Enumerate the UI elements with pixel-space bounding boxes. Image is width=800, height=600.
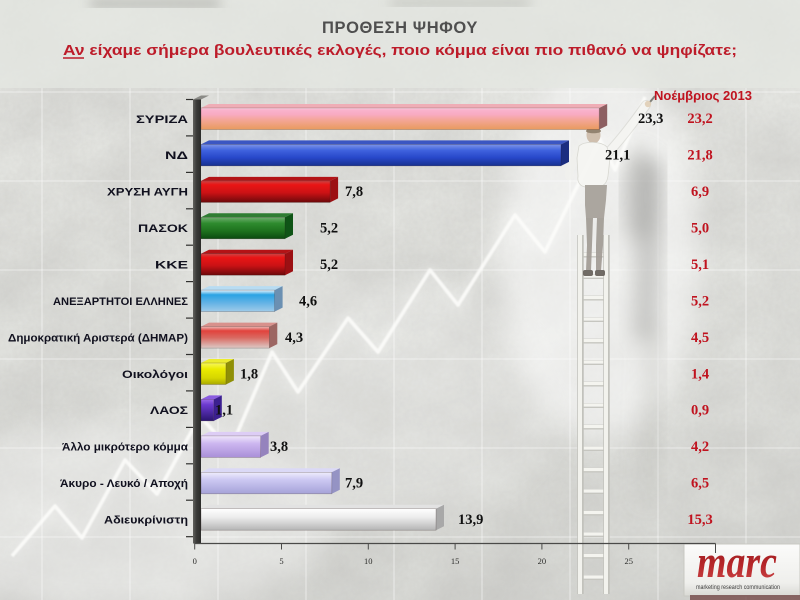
- svg-text:23,3: 23,3: [638, 111, 663, 127]
- svg-text:4,6: 4,6: [299, 293, 317, 309]
- svg-text:ΝΔ: ΝΔ: [165, 150, 188, 162]
- svg-text:4,3: 4,3: [285, 330, 303, 346]
- svg-text:1,1: 1,1: [215, 403, 233, 419]
- svg-text:Αν είχαμε σήμερα βουλευτικές ε: Αν είχαμε σήμερα βουλευτικές εκλογές, πο…: [63, 42, 737, 59]
- svg-text:15: 15: [451, 556, 460, 566]
- svg-text:Νοέμβριος 2013: Νοέμβριος 2013: [654, 88, 752, 103]
- svg-text:ΠΡΟΘΕΣΗ ΨΗΦΟΥ: ΠΡΟΘΕΣΗ ΨΗΦΟΥ: [322, 19, 478, 37]
- svg-text:4,5: 4,5: [691, 330, 709, 346]
- svg-text:5: 5: [279, 556, 283, 566]
- svg-text:Άκυρο - Λευκό / Αποχή: Άκυρο - Λευκό / Αποχή: [60, 478, 188, 490]
- svg-text:Οικολόγοι: Οικολόγοι: [122, 369, 188, 381]
- svg-text:marketing research communicati: marketing research communication: [696, 584, 780, 591]
- svg-text:20: 20: [538, 556, 547, 566]
- svg-text:5,0: 5,0: [691, 221, 709, 237]
- svg-text:5,1: 5,1: [691, 257, 709, 273]
- svg-text:ΚΚΕ: ΚΚΕ: [155, 260, 188, 272]
- svg-text:Άλλο μικρότερο κόμμα: Άλλο μικρότερο κόμμα: [62, 442, 188, 454]
- svg-text:0: 0: [193, 556, 197, 566]
- svg-text:6,5: 6,5: [691, 476, 709, 492]
- svg-text:10: 10: [364, 556, 373, 566]
- svg-text:3,8: 3,8: [270, 439, 288, 455]
- svg-text:7,8: 7,8: [345, 184, 363, 200]
- svg-text:ΛΑΟΣ: ΛΑΟΣ: [150, 405, 188, 417]
- svg-text:13,9: 13,9: [458, 512, 483, 528]
- svg-text:5,2: 5,2: [691, 293, 709, 309]
- svg-text:ΠΑΣΟΚ: ΠΑΣΟΚ: [138, 223, 188, 235]
- svg-text:0,9: 0,9: [691, 403, 709, 419]
- svg-text:4,2: 4,2: [691, 439, 709, 455]
- svg-text:25: 25: [624, 556, 633, 566]
- svg-text:15,3: 15,3: [687, 512, 712, 528]
- svg-text:ΣΥΡΙΖΑ: ΣΥΡΙΖΑ: [136, 114, 188, 126]
- svg-text:1,4: 1,4: [691, 366, 709, 382]
- svg-text:21,8: 21,8: [687, 148, 712, 164]
- svg-text:6,9: 6,9: [691, 184, 709, 200]
- svg-text:Δημοκρατική Αριστερά (ΔΗΜΑΡ): Δημοκρατική Αριστερά (ΔΗΜΑΡ): [8, 332, 188, 344]
- svg-text:ΑΝΕΞΑΡΤΗΤΟΙ ΕΛΛΗΝΕΣ: ΑΝΕΞΑΡΤΗΤΟΙ ΕΛΛΗΝΕΣ: [53, 296, 188, 308]
- svg-text:23,2: 23,2: [687, 111, 712, 127]
- svg-text:ΧΡΥΣΗ ΑΥΓΗ: ΧΡΥΣΗ ΑΥΓΗ: [107, 187, 188, 199]
- svg-text:7,9: 7,9: [345, 476, 363, 492]
- svg-text:Αδιευκρίνιστη: Αδιευκρίνιστη: [104, 515, 188, 527]
- svg-text:21,1: 21,1: [605, 148, 630, 164]
- svg-text:5,2: 5,2: [320, 221, 338, 237]
- svg-text:5,2: 5,2: [320, 257, 338, 273]
- svg-text:marc: marc: [697, 536, 777, 587]
- svg-text:1,8: 1,8: [240, 366, 258, 382]
